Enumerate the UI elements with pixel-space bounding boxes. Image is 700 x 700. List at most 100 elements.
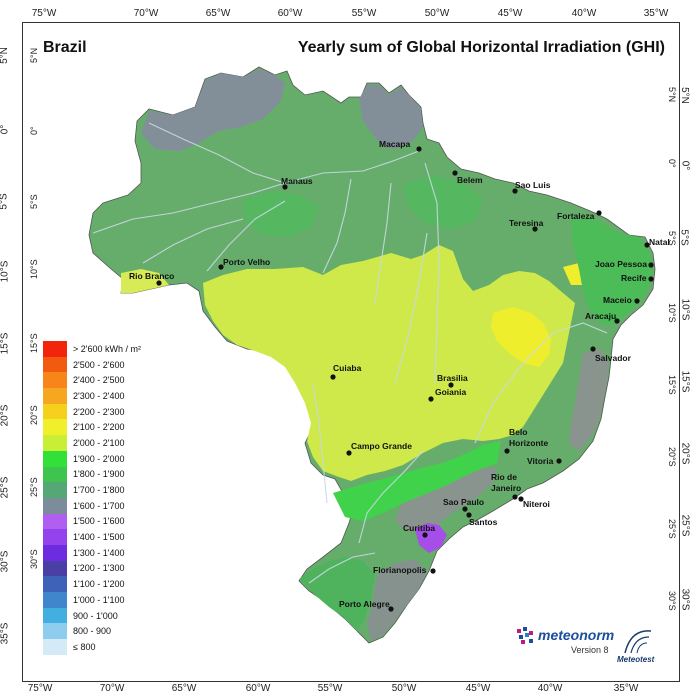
region-amazon-green-1 bbox=[243, 191, 319, 237]
city-marker bbox=[462, 506, 468, 512]
city-label: Sao Paulo bbox=[443, 497, 484, 507]
legend-row: 1'000 - 1'100 bbox=[43, 592, 161, 608]
legend-swatch bbox=[43, 435, 67, 451]
lon-tick-label: 55°W bbox=[351, 8, 377, 19]
city-belem: Belem bbox=[452, 170, 483, 185]
legend-label: 1'200 - 1'300 bbox=[73, 563, 125, 574]
lon-tick-label: 60°W bbox=[277, 8, 303, 19]
lat-tick-label: 35°S bbox=[0, 622, 11, 645]
region-amazon-green-2 bbox=[403, 175, 483, 229]
lat-tick-label: 0° bbox=[679, 160, 691, 171]
city-rio-de-janeiro: Rio de Janeiro bbox=[491, 472, 521, 500]
city-marker bbox=[416, 146, 422, 152]
lon-tick-label: 65°W bbox=[205, 8, 231, 19]
lon-tick-label: 35°W bbox=[613, 683, 639, 694]
river-sao-francisco bbox=[474, 322, 608, 444]
city-marker bbox=[156, 280, 162, 286]
inner-lat-label: 15°S bbox=[29, 333, 39, 353]
city-sao-luis: Sao Luis bbox=[512, 180, 551, 194]
lat-tick-label: 20°S bbox=[679, 442, 691, 465]
city-label: Curitiba bbox=[403, 523, 435, 533]
legend-title: > 2'600 kWh / m² bbox=[73, 343, 141, 354]
legend-swatch bbox=[43, 482, 67, 498]
city-label: Salvador bbox=[595, 353, 632, 363]
legend-row: 1'200 - 1'300 bbox=[43, 560, 161, 577]
legend-swatch bbox=[43, 592, 67, 608]
legend-swatch bbox=[43, 639, 67, 655]
lon-tick-label: 65°W bbox=[171, 683, 197, 694]
lon-tick-label: 45°W bbox=[465, 683, 491, 694]
legend-row: 2'400 - 2'500 bbox=[43, 372, 161, 389]
lat-tick-label: 15°S bbox=[679, 370, 691, 393]
legend-label: 1'700 - 1'800 bbox=[73, 485, 125, 496]
legend-label: 1'300 - 1'400 bbox=[73, 547, 125, 558]
legend-row: 1'700 - 1'800 bbox=[43, 482, 161, 498]
city-label: Teresina bbox=[509, 218, 544, 228]
legend-row: 900 - 1'000 bbox=[43, 607, 161, 624]
legend-swatch bbox=[43, 419, 67, 436]
legend-swatch bbox=[43, 341, 67, 357]
rivers bbox=[92, 122, 608, 584]
city-marker bbox=[218, 264, 224, 270]
legend-swatch bbox=[43, 623, 67, 640]
inner-lat-label: 10°S bbox=[29, 259, 39, 279]
legend-row: 2'100 - 2'200 bbox=[43, 419, 161, 436]
region-roraima-gray bbox=[141, 69, 285, 151]
lat-tick-label: 25°S bbox=[0, 476, 11, 499]
lat-tick-label: 5°N bbox=[0, 47, 10, 64]
city-teresina: Teresina bbox=[509, 218, 544, 232]
legend-swatch bbox=[43, 513, 67, 530]
city-marker bbox=[282, 184, 288, 190]
legend-swatch bbox=[43, 560, 67, 577]
lon-tick-label: 75°W bbox=[27, 683, 53, 694]
legend-row: 1'300 - 1'400 bbox=[43, 544, 161, 561]
city-marker bbox=[466, 512, 472, 518]
river-tocantins bbox=[424, 162, 440, 384]
legend-swatch bbox=[43, 388, 67, 404]
city-santos: Santos bbox=[466, 512, 498, 527]
city-label: Goiania bbox=[435, 387, 466, 397]
legend-swatch bbox=[43, 576, 67, 592]
region-ne-yellow bbox=[491, 307, 551, 367]
region-central-high bbox=[203, 245, 575, 481]
city-marker bbox=[422, 532, 428, 538]
legend-row: 1'900 - 2'000 bbox=[43, 450, 161, 467]
city-marker bbox=[504, 448, 510, 454]
lat-tick-label: 30°S bbox=[679, 588, 691, 611]
legend-label: 800 - 900 bbox=[73, 626, 112, 637]
city-label: Niteroi bbox=[523, 499, 550, 509]
inner-lat-label: 20°S bbox=[29, 405, 39, 425]
city-aracaju: Aracaju bbox=[585, 311, 620, 324]
inner-lat-label-right: 5°S bbox=[667, 231, 677, 246]
city-marker bbox=[346, 450, 352, 456]
city-marker bbox=[330, 374, 336, 380]
lat-tick-label: 30°S bbox=[0, 550, 11, 573]
inner-lat-label: 0° bbox=[29, 126, 39, 135]
lat-tick-label: 5°S bbox=[0, 193, 10, 210]
brazil-territory bbox=[88, 66, 656, 644]
river-araguaia bbox=[394, 232, 428, 384]
map-frame: 5°N 0° 5°S 10°S 15°S 20°S 25°S 30°S 5°N … bbox=[22, 22, 680, 682]
city-marker bbox=[518, 496, 524, 502]
legend-swatch bbox=[43, 372, 67, 389]
city-salvador: Salvador bbox=[590, 346, 632, 363]
city-fortaleza: Fortaleza bbox=[557, 210, 602, 221]
city-marker bbox=[512, 188, 518, 194]
inner-ticks: 5°N 0° 5°S 10°S 15°S 20°S 25°S 30°S 5°N … bbox=[29, 48, 677, 611]
city-porto-velho: Porto Velho bbox=[218, 257, 270, 270]
city-recife: Recife bbox=[621, 273, 654, 283]
city-maceio: Maceio bbox=[603, 295, 640, 305]
city-marker bbox=[532, 226, 538, 232]
legend-label: 2'000 - 2'100 bbox=[73, 437, 125, 448]
legend-swatch bbox=[43, 497, 67, 514]
city-marker bbox=[512, 494, 518, 500]
river-amazon bbox=[92, 150, 420, 234]
legend-swatch bbox=[43, 529, 67, 545]
legend-label: 1'500 - 1'600 bbox=[73, 516, 125, 527]
city-label: Florianopolis bbox=[373, 565, 427, 575]
legend-label: ≤ 800 bbox=[73, 641, 96, 652]
logo-version: Version 8 bbox=[571, 645, 609, 655]
city-porto-alegre: Porto Alegre bbox=[339, 599, 394, 612]
city-marker bbox=[388, 606, 394, 612]
city-marker bbox=[596, 210, 602, 216]
